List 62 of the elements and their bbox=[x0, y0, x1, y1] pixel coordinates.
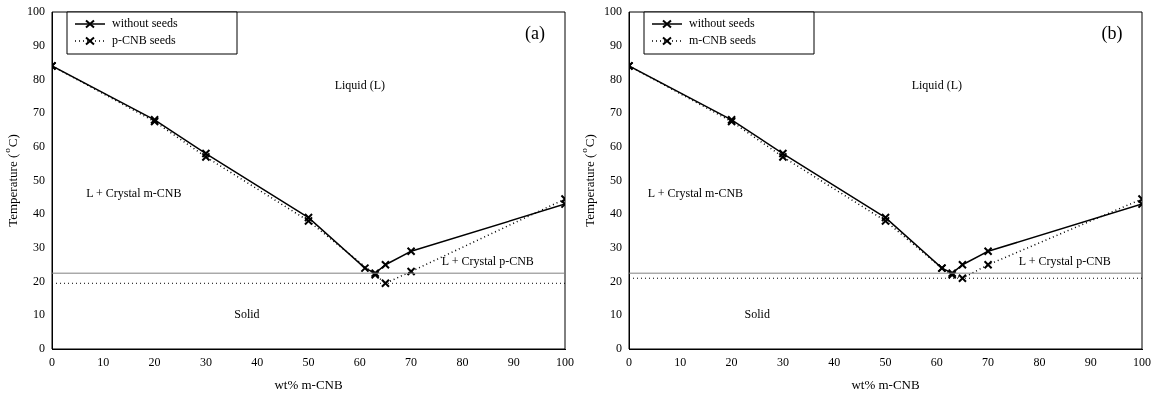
x-tick-label: 30 bbox=[199, 355, 212, 370]
legend-label: without seeds bbox=[112, 16, 178, 31]
annotation: L + Crystal p-CNB bbox=[441, 253, 534, 268]
x-tick-label: 70 bbox=[405, 355, 418, 370]
x-tick-label: 40 bbox=[828, 355, 841, 370]
x-axis-title: wt% m-CNB bbox=[851, 376, 920, 392]
legend-label: p-CNB seeds bbox=[112, 33, 176, 48]
x-tick-label: 60 bbox=[930, 355, 943, 370]
annotation: Solid bbox=[744, 307, 770, 322]
y-tick-label: 100 bbox=[27, 4, 45, 19]
y-tick-label: 80 bbox=[610, 71, 622, 86]
annotation: L + Crystal m-CNB bbox=[86, 186, 182, 201]
y-tick-label: 20 bbox=[33, 273, 45, 288]
y-tick-label: 10 bbox=[33, 307, 45, 322]
x-tick-label: 40 bbox=[251, 355, 264, 370]
y-tick-label: 90 bbox=[33, 37, 45, 52]
x-tick-label: 10 bbox=[97, 355, 110, 370]
y-tick-label: 60 bbox=[610, 138, 622, 153]
x-tick-label: 70 bbox=[982, 355, 995, 370]
x-tick-label: 20 bbox=[725, 355, 738, 370]
x-tick-label: 50 bbox=[879, 355, 892, 370]
x-tick-label: 100 bbox=[1133, 355, 1151, 370]
y-tick-label: 40 bbox=[610, 206, 622, 221]
annotation: Liquid (L) bbox=[911, 78, 962, 93]
annotation: L + Crystal m-CNB bbox=[647, 186, 744, 201]
y-tick-label: 100 bbox=[604, 4, 622, 19]
y-tick-label: 50 bbox=[33, 172, 45, 187]
y-tick-label: 30 bbox=[33, 240, 45, 255]
x-tick-label: 60 bbox=[353, 355, 366, 370]
y-tick-label: 60 bbox=[33, 138, 45, 153]
annotation: Solid bbox=[234, 307, 260, 322]
x-tick-label: 10 bbox=[674, 355, 687, 370]
y-tick-label: 20 bbox=[610, 273, 622, 288]
y-tick-label: 0 bbox=[616, 341, 622, 356]
legend-label: without seeds bbox=[689, 16, 755, 31]
annotation: L + Crystal p-CNB bbox=[1018, 253, 1111, 268]
y-tick-label: 40 bbox=[33, 206, 45, 221]
x-tick-label: 30 bbox=[776, 355, 789, 370]
x-tick-label: 50 bbox=[302, 355, 315, 370]
y-axis-title: Temperature (oC) bbox=[1, 134, 21, 227]
y-tick-label: 70 bbox=[610, 105, 622, 120]
x-tick-label: 0 bbox=[626, 355, 632, 370]
y-tick-label: 70 bbox=[33, 105, 45, 120]
y-axis-title: Temperature (oC) bbox=[578, 134, 598, 227]
x-tick-label: 80 bbox=[1033, 355, 1046, 370]
x-tick-label: 100 bbox=[556, 355, 574, 370]
x-axis-title: wt% m-CNB bbox=[274, 376, 343, 392]
x-tick-label: 20 bbox=[148, 355, 161, 370]
x-tick-label: 0 bbox=[49, 355, 55, 370]
y-tick-label: 0 bbox=[39, 341, 45, 356]
y-tick-label: 80 bbox=[33, 71, 45, 86]
x-tick-label: 90 bbox=[1084, 355, 1097, 370]
x-tick-label: 80 bbox=[456, 355, 469, 370]
y-tick-label: 90 bbox=[610, 37, 622, 52]
y-tick-label: 50 bbox=[610, 172, 622, 187]
y-tick-label: 30 bbox=[610, 240, 622, 255]
text: (b) bbox=[1101, 22, 1123, 44]
annotation: Liquid (L) bbox=[334, 78, 385, 93]
legend-label: m-CNB seeds bbox=[689, 33, 757, 48]
y-tick-label: 10 bbox=[610, 307, 622, 322]
text: (a) bbox=[525, 22, 545, 44]
x-tick-label: 90 bbox=[507, 355, 520, 370]
